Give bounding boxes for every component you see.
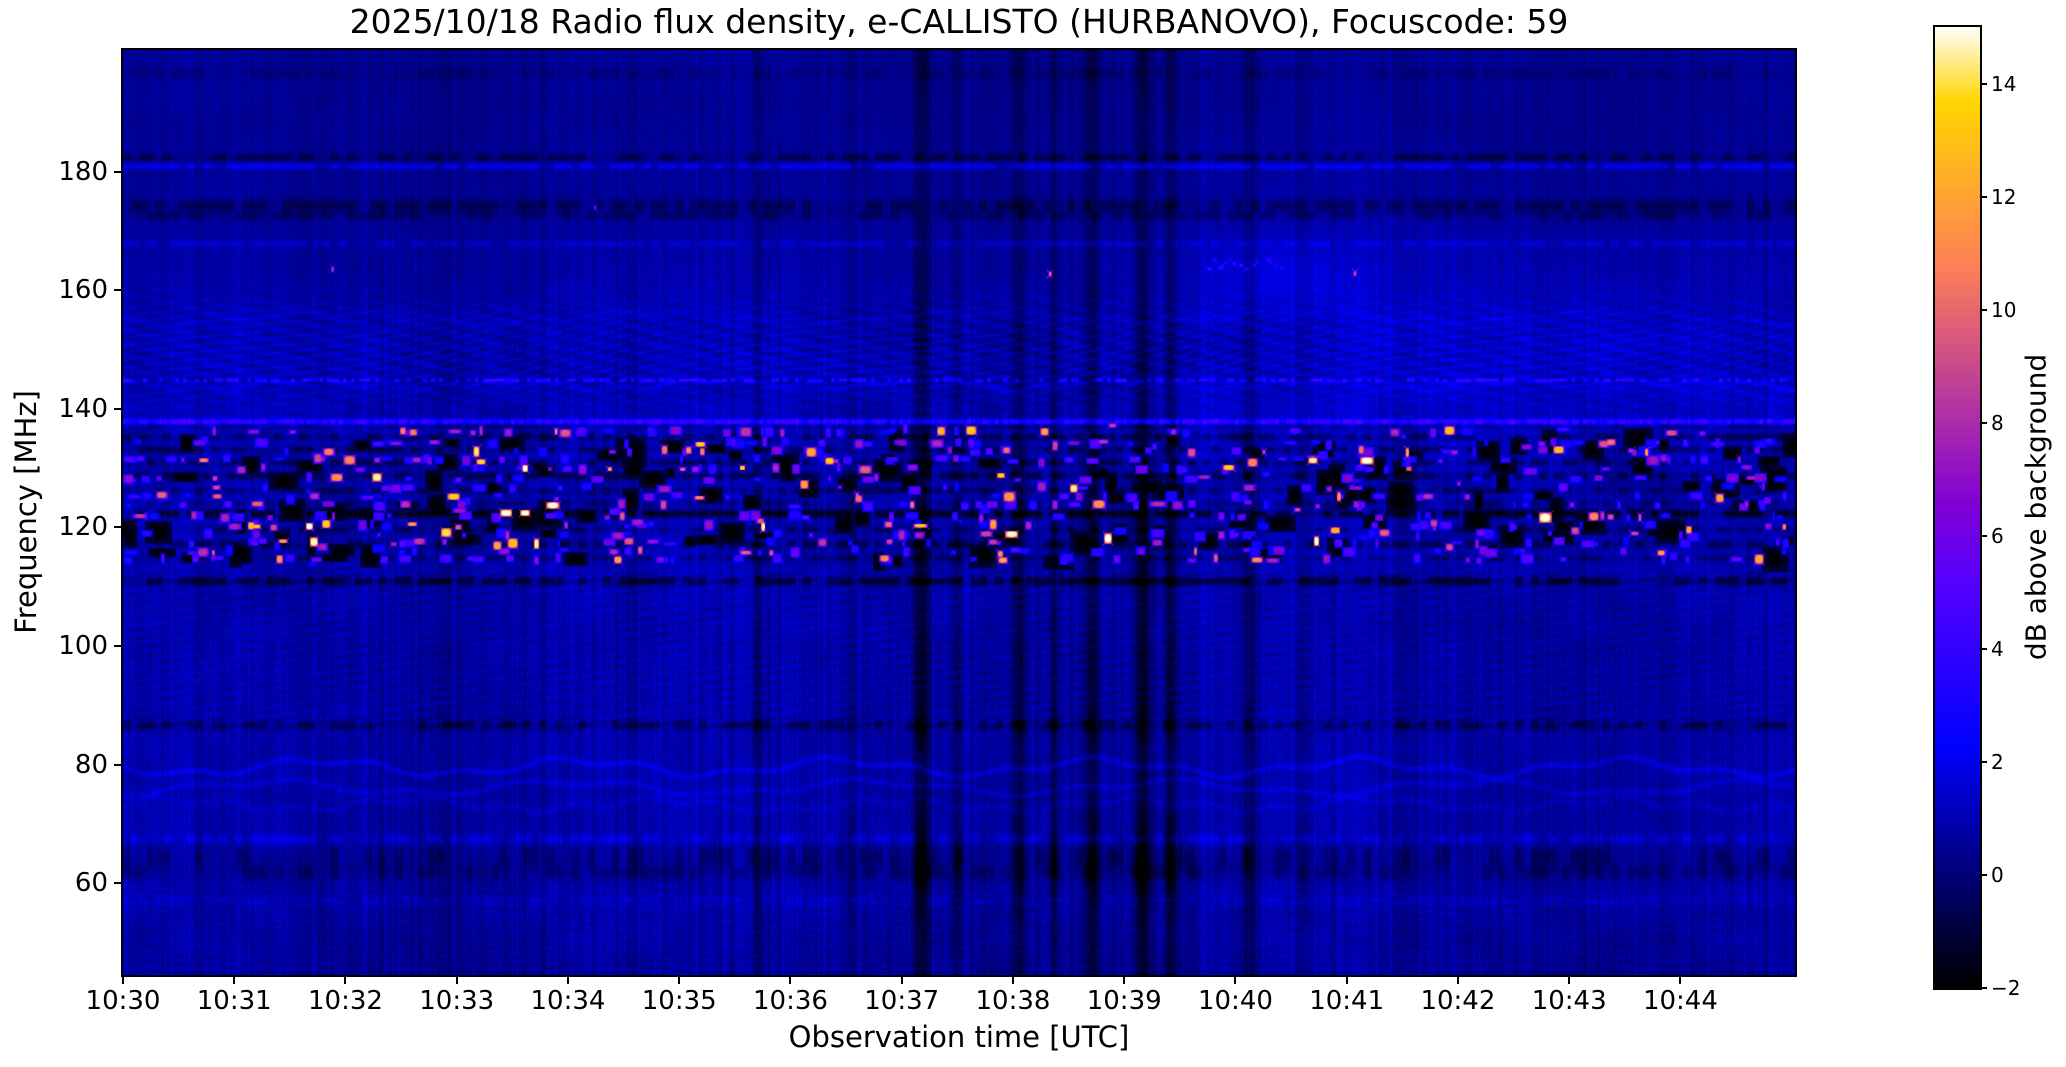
colorbar-tick-mark	[1980, 195, 1987, 198]
x-tick-mark	[1679, 975, 1682, 984]
colorbar-tick-label: 0	[1991, 862, 2004, 887]
x-tick-label: 10:31	[196, 986, 272, 1016]
x-tick-mark	[900, 975, 903, 984]
colorbar-tick-mark	[1980, 987, 1987, 989]
colorbar-tick-label: 4	[1991, 636, 2004, 661]
x-tick-mark	[122, 975, 124, 984]
x-tick-label: 10:41	[1309, 986, 1385, 1016]
x-tick-mark	[1234, 975, 1237, 984]
colorbar-tick-label: 6	[1991, 523, 2004, 548]
colorbar-tick-label: 8	[1991, 410, 2004, 435]
y-tick-label: 140	[58, 393, 108, 424]
y-tick-label: 180	[58, 156, 108, 187]
x-tick-label: 10:36	[752, 986, 828, 1016]
x-tick-label: 10:33	[419, 986, 495, 1016]
y-tick-mark	[114, 763, 123, 766]
colorbar-tick-mark	[1980, 308, 1987, 311]
colorbar-tick-label: 14	[1991, 71, 2017, 96]
x-tick-label: 10:35	[641, 986, 717, 1016]
x-tick-label: 10:34	[530, 986, 606, 1016]
x-tick-mark	[344, 975, 347, 984]
x-tick-label: 10:39	[1086, 986, 1162, 1016]
x-tick-mark	[1568, 975, 1571, 984]
colorbar-tick-mark	[1980, 873, 1987, 876]
x-tick-mark	[566, 975, 569, 984]
plot-title: 2025/10/18 Radio flux density, e-CALLIST…	[349, 2, 1569, 41]
colorbar-tick-label: −2	[1991, 976, 2021, 1000]
x-tick-mark	[455, 975, 458, 984]
x-tick-label: 10:30	[85, 986, 161, 1016]
colorbar-gradient	[1935, 27, 1980, 988]
y-tick-mark	[114, 526, 123, 529]
x-tick-mark	[1011, 975, 1014, 984]
x-tick-mark	[1123, 975, 1126, 984]
x-tick-mark	[678, 975, 681, 984]
y-tick-mark	[114, 289, 123, 292]
colorbar-label: dB above background	[2019, 353, 2053, 661]
colorbar-tick-label: 10	[1991, 297, 2017, 322]
colorbar-tick-mark	[1980, 534, 1987, 537]
x-tick-label: 10:43	[1531, 986, 1607, 1016]
y-tick-label: 160	[58, 275, 108, 306]
colorbar-tick-label: 2	[1991, 749, 2004, 774]
x-tick-mark	[789, 975, 792, 984]
spectrogram-heatmap	[123, 50, 1795, 975]
y-tick-mark	[114, 170, 123, 173]
x-axis-label: Observation time [UTC]	[788, 1020, 1130, 1054]
colorbar-tick-mark	[1980, 82, 1987, 85]
y-tick-label: 100	[58, 630, 108, 661]
y-tick-mark	[114, 407, 123, 410]
x-tick-label: 10:40	[1197, 986, 1273, 1016]
colorbar-tick-mark	[1980, 421, 1987, 424]
x-tick-label: 10:37	[864, 986, 940, 1016]
y-axis-label: Frequency [MHz]	[9, 390, 43, 634]
x-tick-mark	[233, 975, 236, 984]
x-tick-mark	[1456, 975, 1459, 984]
y-tick-label: 60	[74, 868, 108, 899]
y-tick-label: 80	[74, 749, 108, 780]
colorbar-tick-mark	[1980, 760, 1987, 763]
x-tick-label: 10:44	[1642, 986, 1718, 1016]
y-tick-label: 120	[58, 512, 108, 543]
x-tick-label: 10:32	[308, 986, 383, 1016]
colorbar-tick-label: 12	[1991, 184, 2017, 209]
x-tick-mark	[1345, 975, 1348, 984]
y-tick-mark	[114, 882, 123, 885]
colorbar-tick-mark	[1980, 647, 1987, 650]
x-tick-label: 10:38	[975, 986, 1051, 1016]
x-tick-label: 10:42	[1420, 986, 1496, 1016]
y-tick-mark	[114, 644, 123, 647]
